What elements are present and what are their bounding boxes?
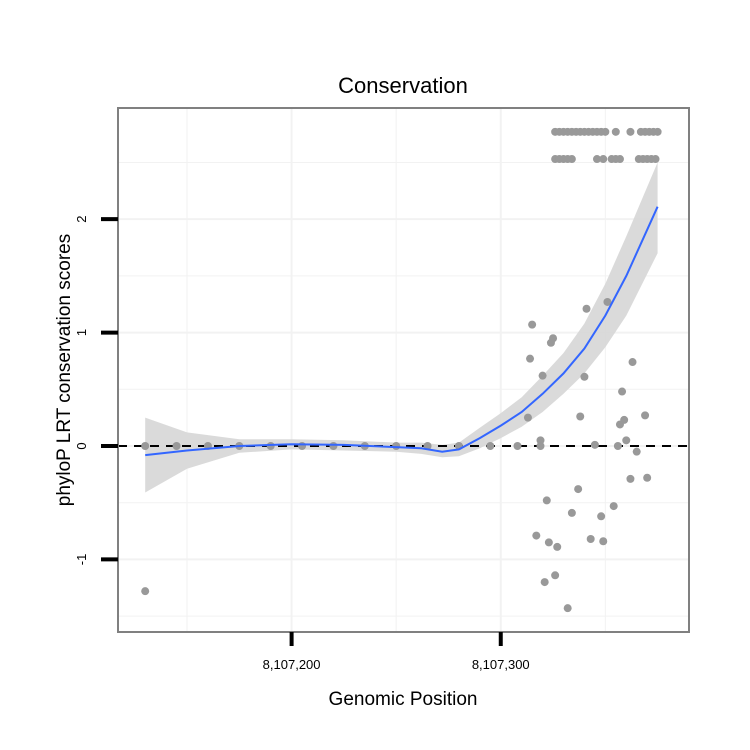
data-point — [172, 441, 181, 450]
data-point — [597, 512, 606, 521]
data-point — [590, 440, 599, 449]
data-point — [298, 441, 307, 450]
data-point — [513, 441, 522, 450]
data-point — [563, 604, 572, 613]
data-point — [626, 127, 635, 136]
data-point — [626, 474, 635, 483]
data-point — [538, 371, 547, 380]
y-tick-label: 1 — [74, 329, 89, 336]
data-point — [615, 155, 624, 164]
data-point — [141, 441, 150, 450]
x-tick-label: 8,107,200 — [263, 657, 321, 672]
data-point — [641, 411, 650, 420]
data-point — [613, 441, 622, 450]
data-point — [553, 542, 562, 551]
confidence-band — [145, 162, 658, 493]
y-tick-label: -1 — [74, 554, 89, 566]
y-axis-title: phyloP LRT conservation scores — [54, 234, 75, 507]
data-point — [544, 538, 553, 547]
data-point — [536, 441, 545, 450]
x-tick-label: 8,107,300 — [472, 657, 530, 672]
data-point — [622, 436, 631, 445]
data-point — [580, 372, 589, 381]
data-point — [611, 127, 620, 136]
data-points — [141, 127, 662, 613]
data-point — [523, 413, 532, 422]
smooth-line — [145, 206, 659, 457]
y-tick-label: 2 — [74, 216, 89, 223]
data-point — [586, 534, 595, 543]
data-point — [651, 155, 660, 164]
data-point — [567, 155, 576, 164]
data-point — [643, 473, 652, 482]
data-point — [609, 502, 618, 511]
data-point — [582, 304, 591, 313]
smooth-line-layer — [145, 206, 659, 457]
data-point — [141, 587, 150, 596]
data-point — [592, 155, 601, 164]
data-point — [486, 441, 495, 450]
data-point — [532, 531, 541, 540]
data-point — [620, 415, 629, 424]
data-point — [549, 334, 558, 343]
data-point — [601, 127, 610, 136]
confidence-band-layer — [145, 162, 658, 493]
data-point — [536, 436, 545, 445]
data-point — [603, 297, 612, 306]
data-point — [618, 387, 627, 396]
data-point — [542, 496, 551, 505]
panel-border — [117, 107, 690, 633]
data-point — [653, 127, 662, 136]
chart-title: Conservation — [338, 73, 468, 98]
axes: 8,107,200 8,107,300 -1 0 1 2 — [74, 216, 530, 672]
x-axis-title: Genomic Position — [329, 689, 478, 710]
data-point — [329, 441, 338, 450]
data-point — [574, 485, 583, 494]
data-point — [628, 358, 637, 367]
data-point — [551, 571, 560, 580]
data-point — [599, 537, 608, 546]
data-point — [632, 447, 641, 456]
data-point — [576, 412, 585, 421]
data-point — [567, 508, 576, 517]
data-point — [526, 354, 535, 363]
data-point — [599, 155, 608, 164]
data-point — [528, 320, 537, 329]
data-point — [540, 578, 549, 587]
y-tick-label: 0 — [74, 442, 89, 449]
